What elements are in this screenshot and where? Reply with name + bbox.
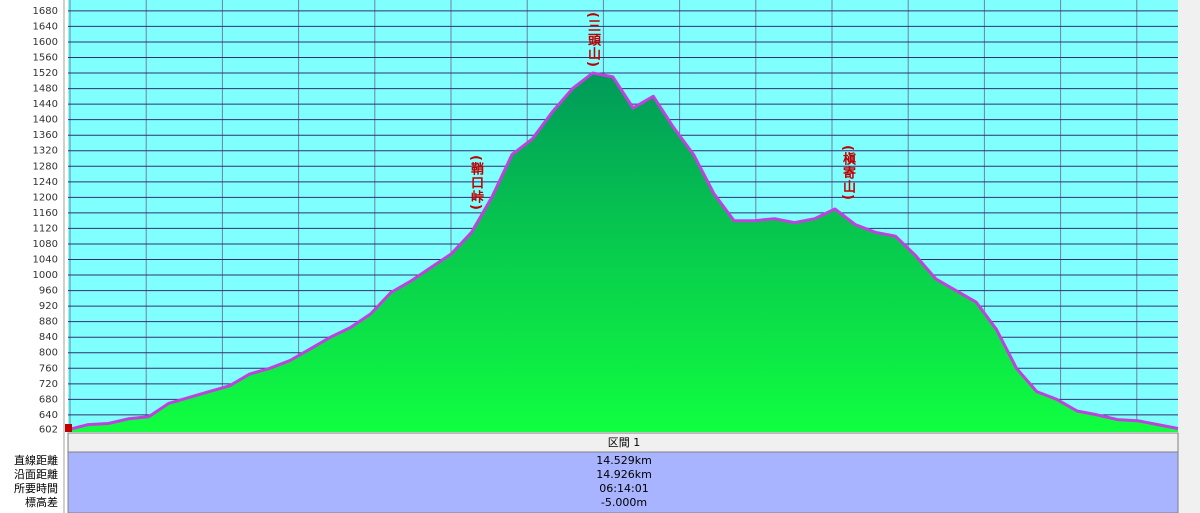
row-value: 14.529km (596, 454, 652, 467)
table-body (67, 451, 1179, 513)
y-tick-label: 1200 (33, 192, 58, 203)
row-label: 直線距離 (14, 453, 58, 467)
row-label: 所要時間 (14, 482, 58, 495)
y-tick-label: 960 (39, 286, 58, 297)
table-header: 区間 1 (608, 436, 641, 449)
y-tick-label: 760 (39, 363, 58, 374)
y-tick-label: 1400 (33, 115, 58, 126)
row-label: 沿面距離 (14, 467, 58, 481)
y-tick-label: 1360 (33, 130, 58, 141)
y-tick-label: 1320 (33, 146, 58, 157)
peak-label: (槇寄山) (840, 145, 855, 201)
row-label: 標高差 (25, 495, 58, 509)
area-line (67, 71, 1179, 432)
y-tick-label: 840 (39, 332, 58, 343)
y-tick-label: 720 (39, 379, 58, 390)
y-tick-label: 1240 (33, 177, 58, 188)
y-tick-label: 920 (39, 301, 58, 312)
y-tick-label: 602 (39, 425, 58, 436)
y-tick-label: 1160 (33, 208, 58, 219)
y-tick-label: 1640 (33, 21, 58, 32)
row-value: 14.926km (596, 468, 652, 481)
y-tick-label: 1480 (33, 84, 58, 95)
y-tick-label: 1120 (33, 223, 58, 234)
y-tick-label: 680 (39, 394, 58, 405)
y-tick-label: 1680 (33, 6, 58, 17)
y-tick-label: 1600 (33, 37, 58, 48)
right-panel (1178, 0, 1200, 513)
y-tick-label: 1280 (33, 161, 58, 172)
y-tick-label: 1040 (33, 255, 58, 266)
y-tick-label: 880 (39, 317, 58, 328)
axis-panel (0, 0, 64, 513)
y-tick-label: 1560 (33, 52, 58, 63)
y-tick-label: 640 (39, 410, 58, 421)
area-fill (68, 73, 1178, 432)
y-tick-label: 1000 (33, 270, 58, 281)
row-value: 06:14:01 (599, 482, 648, 495)
y-tick-label: 1440 (33, 99, 58, 110)
y-tick-label: 1520 (33, 68, 58, 79)
peak-label: (三頭山) (585, 12, 600, 68)
peak-label: (鞘口峠) (468, 155, 483, 211)
y-tick-label: 1080 (33, 239, 58, 250)
y-tick-label: 800 (39, 348, 58, 359)
row-value: -5.000m (601, 496, 647, 509)
start-marker (65, 424, 72, 432)
